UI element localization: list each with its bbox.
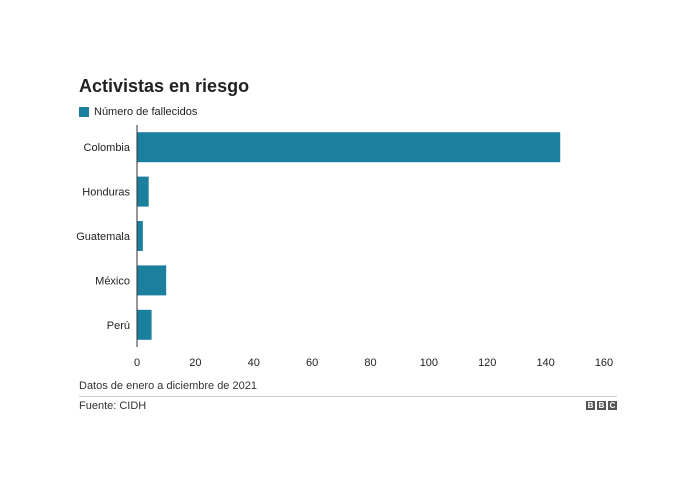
chart-title: Activistas en riesgo <box>79 76 250 96</box>
bar-colombia <box>137 132 561 163</box>
bbc-logo: B B C <box>586 401 617 410</box>
category-label: Perú <box>107 320 130 332</box>
x-tick-label: 80 <box>364 357 376 369</box>
legend: Número de fallecidos <box>79 106 197 118</box>
bbc-logo-letter-b2: B <box>597 401 606 410</box>
bar-perú <box>137 309 152 340</box>
x-tick-label: 0 <box>134 357 140 369</box>
bar-méxico <box>137 265 167 296</box>
chart-note: Datos de enero a diciembre de 2021 <box>79 380 257 392</box>
footer-divider <box>79 396 617 397</box>
x-tick-label: 40 <box>248 357 260 369</box>
x-tick-label: 60 <box>306 357 318 369</box>
category-label: México <box>95 275 130 287</box>
tick-labels-group: 0 20 40 60 80 100 120 140 160 <box>134 357 613 369</box>
x-tick-label: 20 <box>189 357 201 369</box>
category-label: Colombia <box>84 142 131 154</box>
category-label: Guatemala <box>76 231 131 243</box>
x-tick-label: 120 <box>478 357 496 369</box>
x-tick-label: 100 <box>420 357 438 369</box>
legend-label: Número de fallecidos <box>94 106 198 118</box>
bar-honduras <box>137 176 149 207</box>
bbc-logo-letter-c: C <box>608 401 617 410</box>
category-label: Honduras <box>82 187 130 199</box>
bars-group <box>137 132 561 340</box>
bar-guatemala <box>137 221 143 251</box>
legend-swatch <box>79 107 89 117</box>
bbc-logo-letter-b1: B <box>586 401 595 410</box>
x-tick-label: 140 <box>536 357 554 369</box>
category-labels-group: Colombia Honduras Guatemala México Perú <box>76 142 131 332</box>
source-text: Fuente: CIDH <box>79 400 147 412</box>
x-tick-label: 160 <box>595 357 613 369</box>
